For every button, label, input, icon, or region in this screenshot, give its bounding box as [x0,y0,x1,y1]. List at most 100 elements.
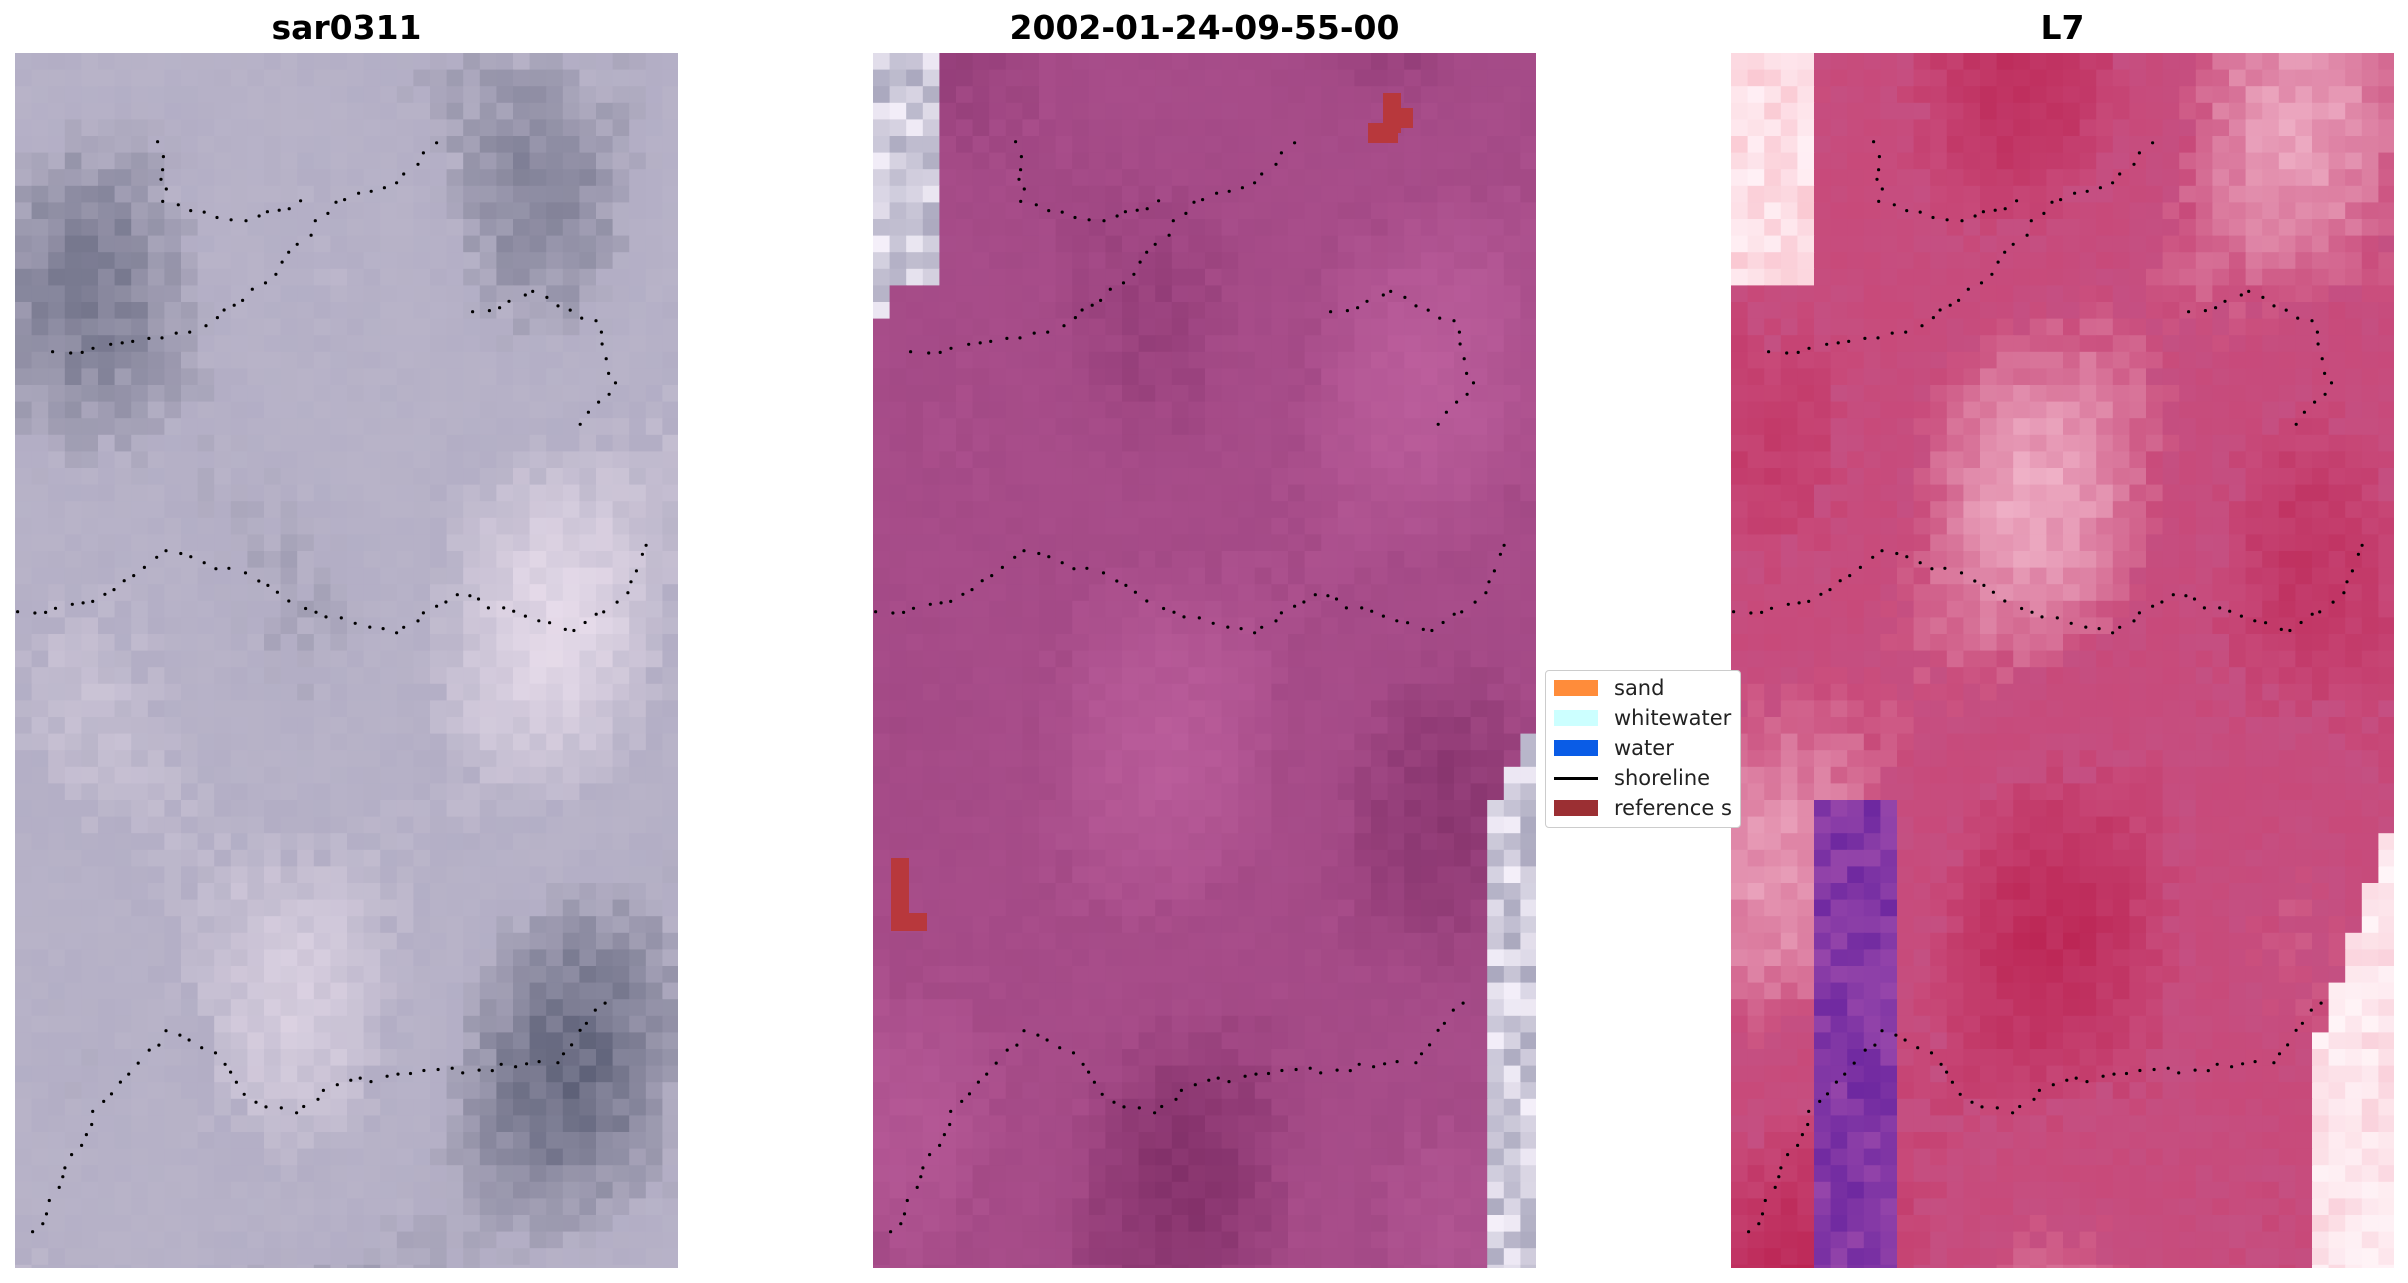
image-pixel [1205,783,1223,801]
image-pixel [114,185,132,203]
image-pixel [81,517,99,535]
image-pixel [463,1032,481,1050]
image-pixel [313,866,331,884]
image-pixel [430,1015,448,1033]
image-pixel [396,1115,414,1133]
image-pixel [662,202,678,220]
image-pixel [1039,318,1057,336]
image-pixel [906,335,924,353]
image-pixel [1371,534,1389,552]
image-pixel [1254,86,1272,104]
image-pixel [147,434,165,452]
image-pixel [1155,152,1173,170]
image-pixel [645,368,663,386]
image-pixel [629,683,647,701]
image-pixel [15,1015,33,1033]
image-pixel [1321,53,1339,71]
image-pixel [1470,534,1488,552]
image-pixel [181,833,199,851]
image-pixel [297,966,315,984]
image-pixel [131,219,149,237]
image-pixel [380,816,398,834]
image-pixel [181,866,199,884]
image-pixel [1404,385,1422,403]
image-pixel [1454,517,1472,535]
image-pixel [1221,733,1239,751]
image-pixel [1420,119,1438,137]
image-pixel [1039,766,1057,784]
image-pixel [446,1098,464,1116]
image-pixel [596,136,614,154]
image-pixel [64,385,82,403]
image-pixel [48,600,66,618]
image-pixel [247,733,265,751]
image-pixel [131,102,149,120]
image-pixel [1503,53,1521,71]
image-pixel [529,53,547,71]
image-pixel [889,733,907,751]
image-pixel [1205,185,1223,203]
image-pixel [496,966,514,984]
image-pixel [214,966,232,984]
image-pixel [1238,750,1256,768]
image-pixel [1520,318,1536,336]
image-pixel [1022,501,1040,519]
image-pixel [1005,136,1023,154]
image-pixel [430,451,448,469]
image-pixel [147,717,165,735]
image-pixel [496,1181,514,1199]
image-pixel [939,766,957,784]
image-pixel [164,800,182,818]
image-pixel [1470,368,1488,386]
image-pixel [889,268,907,286]
image-pixel [629,1231,647,1249]
image-pixel [1420,451,1438,469]
image-pixel [363,999,381,1017]
image-pixel [280,783,298,801]
image-pixel [15,833,33,851]
image-pixel [1487,69,1505,87]
image-pixel [347,318,365,336]
image-pixel [214,650,232,668]
image-pixel [662,1098,678,1116]
image-pixel [922,717,940,735]
shoreline-point [436,1067,440,1072]
image-pixel [629,468,647,486]
image-pixel [889,650,907,668]
image-pixel [181,169,199,187]
image-pixel [939,235,957,253]
image-pixel [1005,268,1023,286]
image-pixel [363,617,381,635]
image-pixel [347,86,365,104]
image-pixel [645,717,663,735]
image-pixel [629,949,647,967]
image-pixel [147,584,165,602]
image-pixel [906,285,924,303]
image-pixel [264,1198,282,1216]
image-pixel [98,567,116,585]
image-pixel [147,318,165,336]
image-pixel [363,1181,381,1199]
image-pixel [662,1198,678,1216]
image-pixel [1304,501,1322,519]
image-pixel [330,1132,348,1150]
image-pixel [1487,86,1505,104]
shoreline-point [81,601,85,605]
image-pixel [513,650,531,668]
image-pixel [1503,750,1521,768]
image-pixel [230,899,248,917]
image-pixel [546,136,564,154]
image-pixel [247,1098,265,1116]
image-pixel [562,667,580,685]
image-pixel [1337,285,1355,303]
image-pixel [1354,169,1372,187]
image-pixel [1072,202,1090,220]
image-pixel [31,368,49,386]
image-pixel [181,966,199,984]
image-pixel [81,717,99,735]
image-pixel [612,385,630,403]
image-pixel [479,1181,497,1199]
image-pixel [48,650,66,668]
image-pixel [1105,517,1123,535]
image-pixel [463,567,481,585]
